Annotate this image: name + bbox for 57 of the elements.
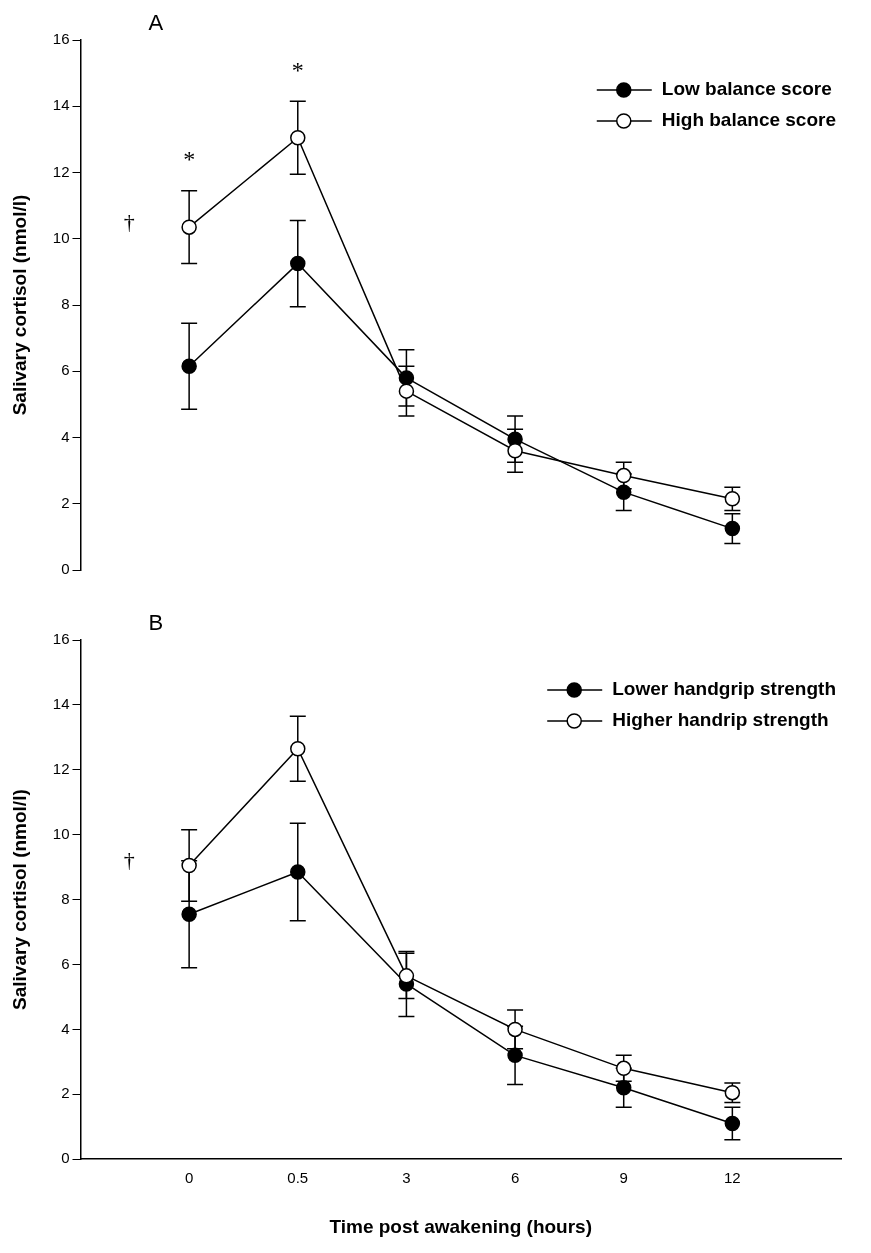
point xyxy=(181,857,197,874)
x-tick-label: 6 xyxy=(510,1169,520,1187)
y-tick-label: 6 xyxy=(61,361,70,379)
point xyxy=(507,1047,523,1064)
point xyxy=(615,1060,632,1077)
y-tick-label: 16 xyxy=(52,630,70,648)
point xyxy=(398,968,415,984)
x-tick-label: 0 xyxy=(184,1169,194,1187)
y-tick-label: 10 xyxy=(52,228,70,246)
y-tick-label: 4 xyxy=(61,1019,70,1037)
y-axis-title: Salivary cortisol (nmol/l) xyxy=(8,194,30,416)
y-axis-title: Salivary cortisol (nmol/l) xyxy=(8,789,30,1010)
y-tick-label: 2 xyxy=(61,493,70,511)
chart-title: B xyxy=(148,610,164,636)
point xyxy=(615,467,632,484)
x-axis-title: Time post awakening (hours) xyxy=(329,1215,593,1237)
y-tick-label: 8 xyxy=(61,295,70,313)
y-tick-label: 8 xyxy=(61,889,70,907)
point xyxy=(181,906,197,922)
legend-label: Lower handgrip strength xyxy=(612,678,836,700)
x-tick-label: 0.5 xyxy=(287,1169,309,1187)
y-tick-label: 12 xyxy=(52,759,70,777)
y-tick-label: 6 xyxy=(61,954,70,972)
point xyxy=(398,383,415,399)
point xyxy=(724,520,741,537)
y-tick-label: 14 xyxy=(52,96,70,114)
point xyxy=(724,1115,741,1132)
point xyxy=(615,1080,632,1096)
y-tick-label: 2 xyxy=(61,1084,70,1102)
chart-title: A xyxy=(148,10,164,36)
point xyxy=(290,255,306,272)
annotation: * xyxy=(183,146,196,173)
legend-label: High balance score xyxy=(661,109,837,131)
legend-label: Higher handrip strength xyxy=(612,709,829,731)
legend-label: Low balance score xyxy=(661,78,832,100)
point xyxy=(181,358,197,375)
point xyxy=(290,129,306,146)
annotation: † xyxy=(123,847,135,873)
point xyxy=(181,219,197,235)
annotation: * xyxy=(291,56,304,83)
point xyxy=(507,443,523,459)
y-tick-label: 0 xyxy=(61,560,70,578)
point xyxy=(724,491,741,507)
y-tick-label: 16 xyxy=(52,30,70,48)
point xyxy=(290,864,306,880)
point xyxy=(290,740,306,757)
x-tick-label: 3 xyxy=(402,1169,411,1187)
y-tick-label: 12 xyxy=(52,162,70,180)
y-tick-label: 14 xyxy=(52,695,70,713)
point xyxy=(507,1021,523,1038)
y-tick-label: 4 xyxy=(61,427,70,445)
y-tick-label: 0 xyxy=(61,1149,70,1167)
x-tick-label: 12 xyxy=(724,1169,741,1187)
annotation: † xyxy=(123,208,135,234)
x-tick-label: 9 xyxy=(619,1169,628,1187)
y-tick-label: 10 xyxy=(52,824,70,842)
point xyxy=(615,484,632,500)
